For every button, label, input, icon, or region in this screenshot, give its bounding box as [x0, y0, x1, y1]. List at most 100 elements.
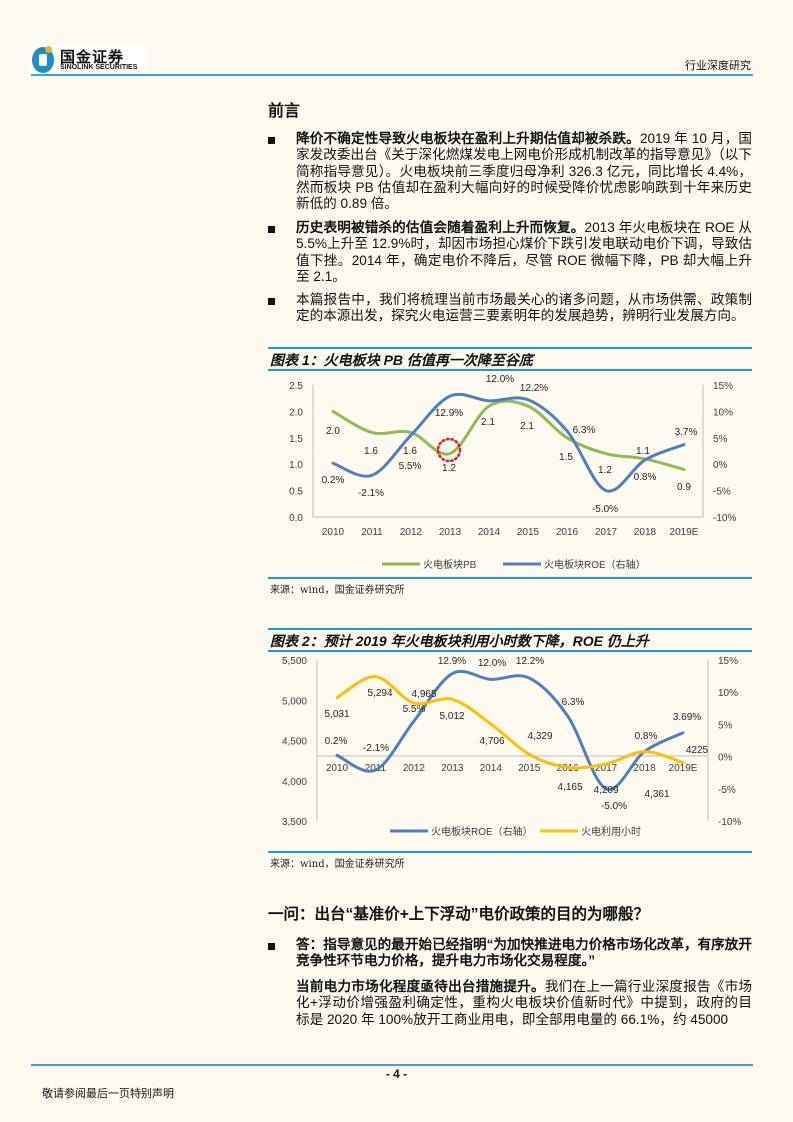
- bullet-icon: [268, 226, 278, 234]
- data-label: 4,209: [593, 785, 618, 796]
- data-label: 4,965: [411, 689, 436, 700]
- right-axis-tick-label: 5%: [718, 720, 733, 731]
- series-line-right: [335, 669, 685, 791]
- data-label: 5,012: [439, 711, 464, 722]
- footer-divider: [31, 1064, 753, 1066]
- report-category: 行业深度研究: [685, 59, 751, 72]
- data-label: 3.7%: [675, 427, 698, 438]
- left-axis-tick-label: 2.5: [289, 381, 303, 392]
- series-line-left: [331, 399, 686, 471]
- data-label: 1.6: [403, 446, 417, 457]
- data-label: 0.8%: [635, 731, 658, 742]
- data-label: 12.9%: [438, 656, 466, 667]
- bullet-icon: [268, 298, 278, 306]
- right-axis-tick-label: 10%: [718, 688, 738, 699]
- right-axis-tick-label: -10%: [713, 513, 736, 524]
- figure-2-title-rule: [268, 650, 752, 652]
- right-axis-tick-label: 0%: [718, 753, 733, 764]
- answer-paragraph: 答：指导意见的最开始已经指明“为加快推进电力价格市场化改革，有序放开竞争性环节电…: [296, 937, 752, 969]
- category-tick-label: 2013: [439, 527, 462, 538]
- data-label: 5,294: [367, 688, 392, 699]
- data-label: 1.2: [598, 465, 612, 476]
- intro-paragraph-1: 降价不确定性导致火电板块在盈利上升期估值却被杀跌。2019 年 10 月，国家发…: [296, 131, 752, 212]
- logo-english-name: SINOLINK SECURITIES: [60, 64, 138, 71]
- data-label: -5.0%: [601, 801, 627, 812]
- right-axis-tick-label: 10%: [713, 407, 733, 418]
- category-tick-label: 2013: [441, 763, 464, 774]
- figure-1-title: 图表 1：火电板块 PB 估值再一次降至谷底: [270, 352, 533, 368]
- category-tick-label: 2011: [361, 527, 383, 538]
- data-label: 6.3%: [573, 425, 596, 436]
- paragraph-body: 2019 年 10 月，国家发改委出台《关于深化燃煤发电上网电价形成机制改革的指…: [296, 131, 752, 212]
- figure-1-source: 来源：wind，国金证券研究所: [270, 585, 405, 596]
- category-tick-label: 2014: [480, 763, 503, 774]
- data-label: 12.2%: [520, 383, 548, 394]
- data-label: -2.1%: [363, 743, 389, 754]
- data-label: 1.2: [442, 463, 456, 474]
- data-label: 1.1: [636, 446, 650, 457]
- figure-1-top-rule: [268, 347, 752, 349]
- left-axis-tick-label: 0.0: [289, 513, 303, 524]
- category-tick-label: 2010: [326, 763, 349, 774]
- data-label: 2.0: [326, 426, 340, 437]
- category-tick-label: 2017: [595, 527, 618, 538]
- data-label: 1.5: [559, 452, 573, 463]
- data-label: 2.1: [481, 417, 495, 428]
- left-axis-tick-label: 3,500: [282, 817, 307, 828]
- data-label: 12.2%: [516, 656, 544, 667]
- bullet-icon: [268, 943, 278, 951]
- highlight-circle-annotation: [436, 437, 462, 463]
- paragraph-body: 2013 年火电板块在 ROE 从 5.5%上升至 12.9%时，却因市场担心煤…: [296, 220, 753, 284]
- category-tick-label: 2018: [634, 527, 657, 538]
- legend-label: 火电板块ROE（右轴）: [431, 825, 533, 838]
- header-divider: [31, 74, 753, 76]
- legend-label: 火电板块PB: [423, 558, 477, 571]
- data-label: 3.69%: [673, 712, 701, 723]
- category-tick-label: 2015: [517, 527, 540, 538]
- left-axis-tick-label: 2.0: [289, 407, 303, 418]
- data-label: 0.2%: [322, 475, 345, 486]
- figure-1-title-rule: [268, 369, 752, 371]
- data-label: 5,031: [324, 709, 349, 720]
- category-tick-label: 2018: [633, 763, 656, 774]
- followup-paragraph: 当前电力市场化程度亟待出台措施提升。我们在上一篇行业深度报告《市场化+浮动价增强…: [296, 979, 752, 1028]
- data-label: 12.9%: [435, 408, 463, 419]
- category-tick-label: 2017: [595, 763, 618, 774]
- paragraph-lead: 当前电力市场化程度亟待出台措施提升。: [296, 979, 545, 994]
- data-label: 4,706: [479, 736, 504, 747]
- section-title: 前言: [268, 103, 301, 120]
- right-axis-tick-label: -5%: [718, 785, 736, 796]
- data-label: 5.5%: [403, 704, 426, 715]
- left-axis-tick-label: 4,000: [282, 777, 307, 788]
- logo-chinese-name: 国金证券: [60, 49, 125, 66]
- data-label: 5.5%: [399, 461, 422, 472]
- category-tick-label: 2019E: [670, 527, 699, 538]
- legend-label: 火电利用小时: [581, 825, 641, 838]
- figure-2-top-rule: [268, 628, 752, 630]
- figure-2-source: 来源：wind，国金证券研究所: [270, 859, 405, 870]
- data-label: 6.3%: [562, 697, 585, 708]
- category-tick-label: 2012: [403, 763, 426, 774]
- right-axis-tick-label: -5%: [713, 487, 731, 498]
- paragraph-lead: 降价不确定性导致火电板块在盈利上升期估值却被杀跌。: [296, 131, 640, 146]
- bullet-icon: [268, 137, 278, 145]
- series-line-left: [335, 675, 685, 770]
- left-axis-tick-label: 1.5: [289, 434, 303, 445]
- category-tick-label: 2016: [556, 527, 579, 538]
- figure-2-title: 图表 2：预计 2019 年火电板块利用小时数下降，ROE 仍上升: [270, 633, 649, 649]
- data-label: 4,361: [644, 789, 669, 800]
- data-label: 4225: [686, 745, 709, 756]
- category-tick-label: 2012: [400, 527, 423, 538]
- right-axis-tick-label: 0%: [713, 460, 728, 471]
- series-line-right: [331, 392, 686, 493]
- data-label: 4,329: [527, 731, 552, 742]
- right-axis-tick-label: 5%: [713, 434, 728, 445]
- right-axis-tick-label: 15%: [718, 656, 738, 667]
- paragraph-body: 我们在上一篇行业深度报告《市场化+浮动价增强盈利确定性，重构火电板块价值新时代》…: [296, 979, 753, 1027]
- category-tick-label: 2019E: [669, 763, 698, 774]
- legend-label: 火电板块ROE（右轴）: [544, 558, 646, 571]
- question-heading: 一问：出台“基准价+上下浮动”电价政策的目的为哪般？: [268, 906, 650, 923]
- data-label: 12.0%: [486, 374, 514, 385]
- data-label: -2.1%: [358, 488, 384, 499]
- left-axis-tick-label: 5,000: [282, 696, 307, 707]
